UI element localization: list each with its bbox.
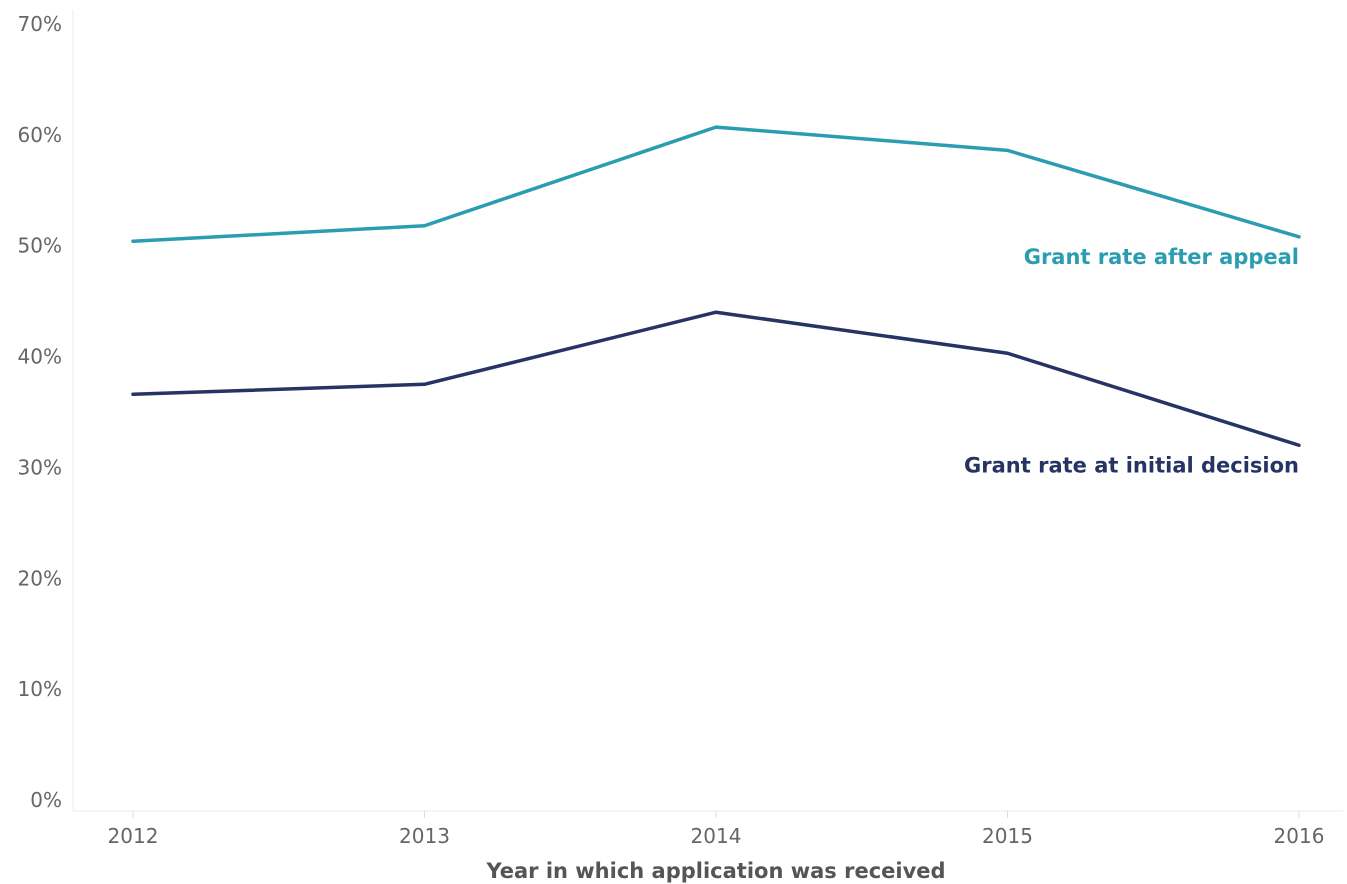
data-point [423, 382, 426, 386]
y-tick-label: 50% [18, 234, 62, 258]
y-tick-label: 20% [18, 566, 62, 590]
y-axis-ticks: 0% 10% 20% 30% 40% 50% 60% 70% [18, 12, 62, 812]
series-label: Grant rate at initial decision [964, 453, 1299, 477]
x-tick-label: 2013 [399, 824, 450, 848]
data-point [423, 224, 426, 228]
data-point [1297, 235, 1301, 239]
series-lines [131, 125, 1301, 448]
series-line-initial-decision [131, 310, 1301, 448]
x-tick-label: 2015 [982, 824, 1033, 848]
data-point [714, 125, 718, 129]
x-axis-ticks: 2012 2013 2014 2015 2016 [108, 811, 1325, 848]
series-line-after-appeal [131, 125, 1301, 244]
data-point [1297, 443, 1301, 447]
y-tick-label: 0% [30, 788, 62, 812]
y-tick-label: 30% [18, 455, 62, 479]
y-tick-label: 70% [18, 12, 62, 36]
data-point [1006, 148, 1009, 152]
x-axis-title: Year in which application was received [485, 859, 945, 883]
data-point [714, 310, 718, 314]
data-point [131, 239, 135, 243]
y-tick-label: 60% [18, 123, 62, 147]
series-labels: Grant rate after appeal Grant rate at ini… [964, 245, 1299, 477]
data-point [131, 392, 135, 396]
data-point [1006, 351, 1009, 355]
x-tick-label: 2014 [691, 824, 742, 848]
y-tick-label: 10% [18, 677, 62, 701]
series-label: Grant rate after appeal [1024, 245, 1299, 269]
x-tick-label: 2012 [108, 824, 159, 848]
x-tick-label: 2016 [1274, 824, 1325, 848]
y-tick-label: 40% [18, 345, 62, 369]
